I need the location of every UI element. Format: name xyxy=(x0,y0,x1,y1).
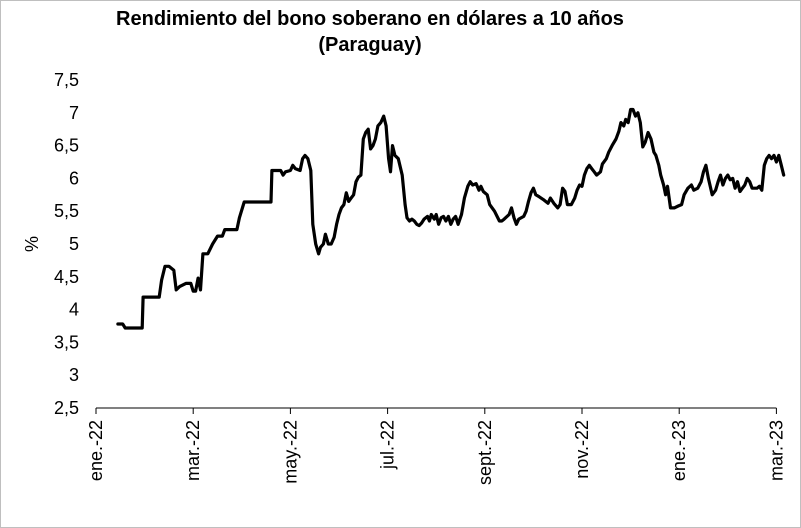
series-line xyxy=(116,107,786,330)
series-layer xyxy=(116,107,786,330)
y-axis-label: % xyxy=(22,236,42,252)
x-tick-label: nov.-22 xyxy=(572,420,592,479)
y-tick-label: 6,5 xyxy=(54,136,79,156)
y-tick-label: 5 xyxy=(69,234,79,254)
x-tick-label: sept.-22 xyxy=(475,420,495,485)
y-axis-ticks: 2,5 3 3,5 4 4,5 5 5,5 6 6,5 7 7,5 xyxy=(54,70,79,418)
y-tick-label: 6 xyxy=(69,168,79,188)
y-tick-label: 7 xyxy=(69,103,79,123)
x-tick-label: may.-22 xyxy=(280,420,300,484)
x-axis-ticks: ene.-22 mar.-22 may.-22 jul.-22 sept.-22 nov.… xyxy=(86,408,786,485)
chart-subtitle: (Paraguay) xyxy=(318,34,422,56)
chart-title-main: Rendimiento del bono soberano en dólares… xyxy=(116,8,624,30)
y-tick-label: 4,5 xyxy=(54,267,79,287)
y-tick-label: 3,5 xyxy=(54,332,79,352)
x-tick-label: jul.-22 xyxy=(378,420,398,470)
y-tick-label: 2,5 xyxy=(54,398,79,418)
y-tick-label: 4 xyxy=(69,300,79,320)
x-tick-label: ene.-22 xyxy=(86,420,106,481)
y-tick-label: 5,5 xyxy=(54,201,79,221)
x-tick-label: mar.-22 xyxy=(183,420,203,481)
chart-title: Rendimiento del bono soberano en dólares… xyxy=(0,6,740,58)
y-tick-label: 3 xyxy=(69,365,79,385)
x-tick-label: mar.-23 xyxy=(766,420,786,481)
x-tick-label: ene.-23 xyxy=(669,420,689,481)
y-tick-label: 7,5 xyxy=(54,70,79,90)
